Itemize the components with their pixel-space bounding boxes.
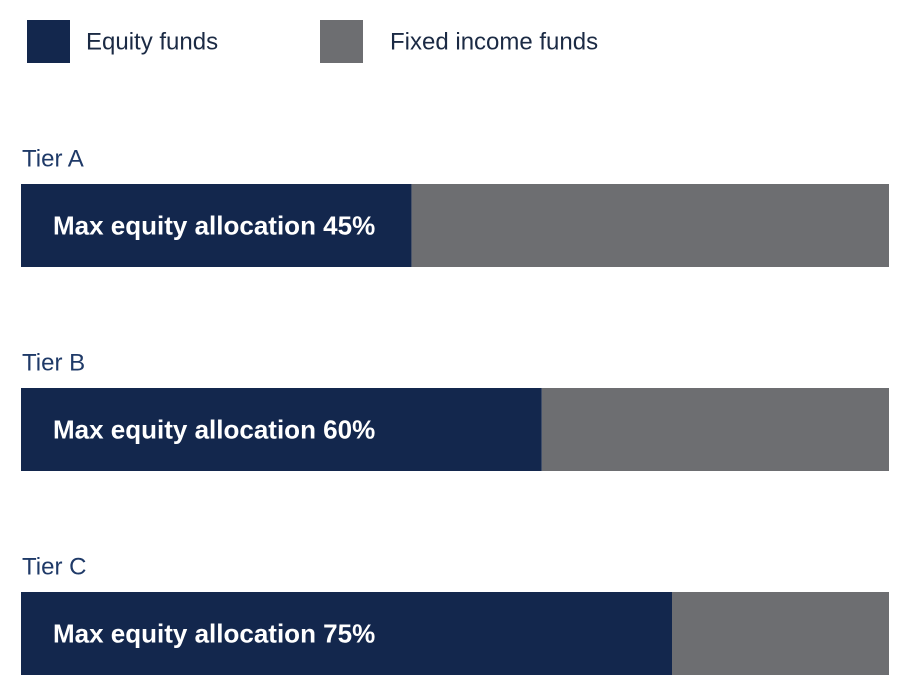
bar-segment	[411, 184, 889, 267]
value-label: Max equity allocation 75%	[53, 618, 375, 648]
legend-swatch	[320, 20, 363, 63]
legend-label: Equity funds	[86, 28, 218, 55]
bar-segment	[21, 592, 672, 675]
value-label: Max equity allocation 45%	[53, 210, 375, 240]
legend-swatch	[27, 20, 70, 63]
bar-segment	[672, 592, 889, 675]
legend-label: Fixed income funds	[390, 28, 598, 55]
bar-segment	[21, 184, 412, 267]
bar-segment	[21, 388, 542, 471]
category-label: Tier C	[22, 553, 86, 580]
value-label: Max equity allocation 60%	[53, 414, 375, 444]
bar-segment	[541, 388, 889, 471]
category-label: Tier B	[22, 349, 85, 376]
category-label: Tier A	[22, 145, 84, 172]
